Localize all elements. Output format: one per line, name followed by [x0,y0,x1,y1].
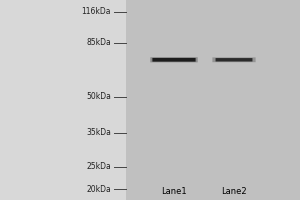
Text: 85kDa: 85kDa [86,38,111,47]
Text: 35kDa: 35kDa [86,128,111,137]
FancyBboxPatch shape [150,57,198,62]
Text: 50kDa: 50kDa [86,92,111,101]
Text: 25kDa: 25kDa [86,162,111,171]
Text: 20kDa: 20kDa [86,185,111,194]
Bar [0,0,126,200]
Text: Lane1: Lane1 [161,187,187,196]
FancyBboxPatch shape [216,58,253,61]
FancyBboxPatch shape [152,58,196,62]
FancyBboxPatch shape [212,57,256,62]
Text: 116kDa: 116kDa [82,7,111,16]
Text: Lane2: Lane2 [221,187,247,196]
